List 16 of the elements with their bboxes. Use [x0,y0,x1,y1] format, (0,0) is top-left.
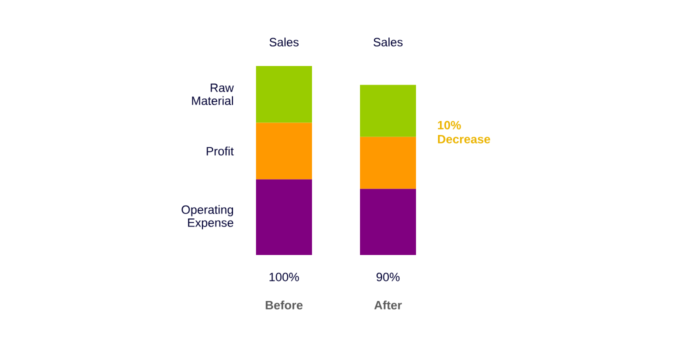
series-label: Profit [206,146,234,156]
annotation: 10% Decrease [438,120,490,144]
text: Sales [270,38,299,46]
bar [256,122,312,180]
total-label: 90% [376,272,400,282]
bar [360,136,416,189]
x-tick-label: Before [266,300,303,310]
bar [256,179,312,255]
total-label: 100% [270,272,299,282]
series-label: Raw Material [192,84,234,106]
bar [360,84,416,137]
text: Sales [374,38,403,46]
bar [360,188,416,255]
bar [256,66,312,123]
series-label: Operating Expense [182,205,234,230]
x-tick-label: After [374,300,402,310]
